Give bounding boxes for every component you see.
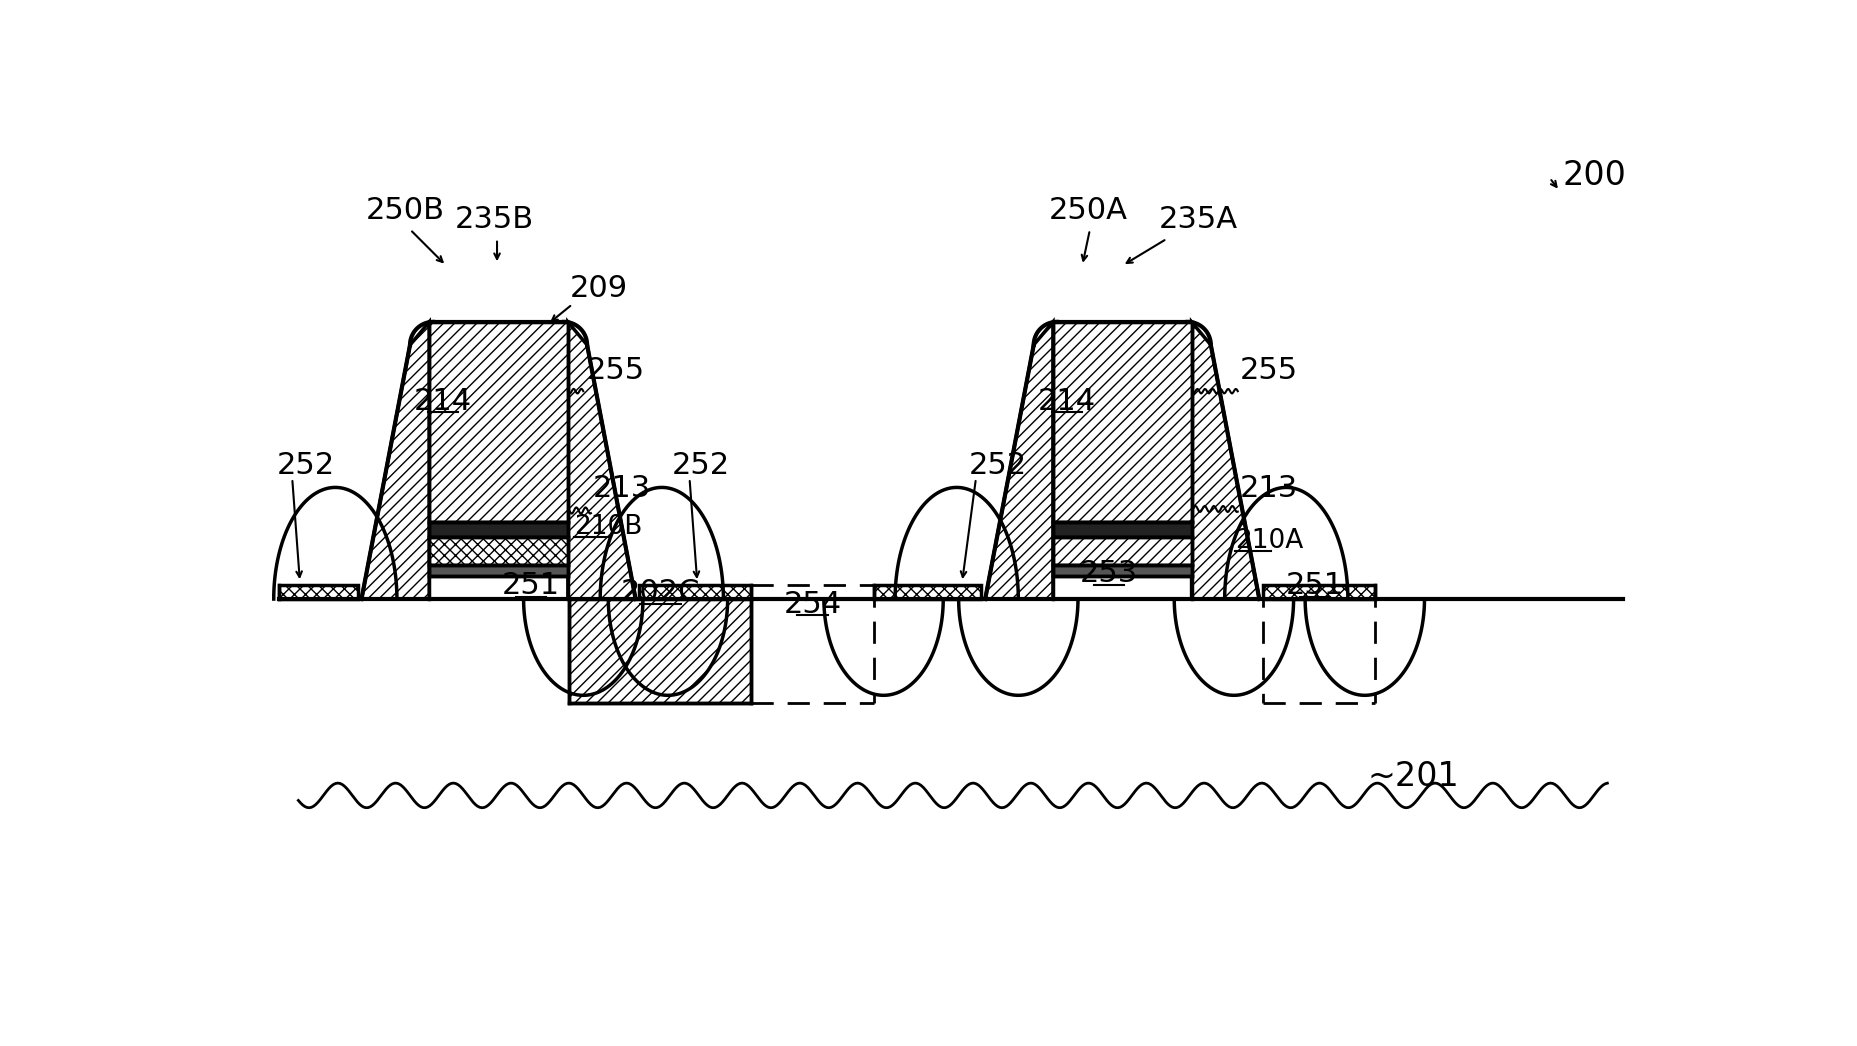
Text: 235B: 235B (455, 205, 533, 234)
Text: 252: 252 (672, 452, 730, 480)
Text: 213: 213 (592, 475, 650, 503)
Polygon shape (570, 599, 750, 703)
Text: 250B: 250B (366, 196, 446, 225)
Text: 202C: 202C (620, 578, 700, 608)
Polygon shape (362, 322, 429, 599)
Polygon shape (429, 522, 568, 538)
Polygon shape (1263, 585, 1374, 599)
Text: ~201: ~201 (1367, 759, 1460, 793)
Text: 210B: 210B (574, 515, 643, 541)
Text: 251: 251 (1285, 571, 1344, 600)
Polygon shape (568, 322, 635, 599)
Text: 254: 254 (784, 590, 841, 619)
Polygon shape (1053, 565, 1192, 576)
Text: 251: 251 (501, 571, 561, 600)
Polygon shape (639, 585, 750, 599)
Text: 210A: 210A (1235, 528, 1304, 554)
Polygon shape (429, 538, 568, 565)
Polygon shape (1053, 538, 1192, 565)
Text: 214: 214 (414, 387, 472, 415)
Text: 255: 255 (587, 356, 644, 385)
Polygon shape (1053, 322, 1192, 522)
Text: 235A: 235A (1159, 205, 1237, 234)
Polygon shape (279, 585, 358, 599)
Polygon shape (429, 565, 568, 576)
Text: 200: 200 (1564, 159, 1627, 192)
Text: 250A: 250A (1049, 196, 1127, 225)
Text: 214: 214 (1038, 387, 1096, 415)
Text: 252: 252 (277, 452, 334, 480)
Text: 213: 213 (1239, 475, 1298, 503)
Text: 252: 252 (967, 452, 1027, 480)
Polygon shape (1192, 322, 1259, 599)
Text: 209: 209 (570, 274, 628, 303)
Polygon shape (1053, 522, 1192, 538)
Text: 253: 253 (1081, 560, 1138, 588)
Polygon shape (875, 585, 980, 599)
Polygon shape (429, 322, 568, 522)
Polygon shape (986, 322, 1053, 599)
Text: 255: 255 (1239, 356, 1298, 385)
